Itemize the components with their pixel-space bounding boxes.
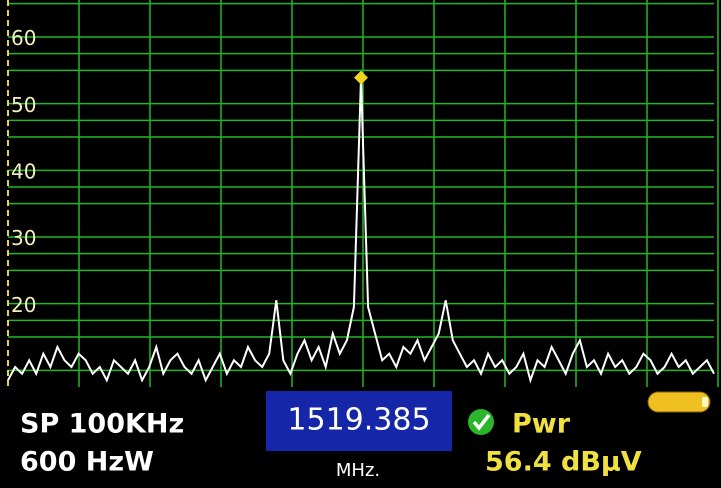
y-tick-label: 60 (11, 26, 36, 50)
y-tick-label: 20 (11, 293, 36, 317)
frequency-unit: MHz. (336, 460, 380, 481)
power-label: Pwr (512, 409, 571, 440)
frequency-box (266, 391, 452, 451)
y-tick-label: 40 (11, 160, 36, 184)
frequency-value: 1519.385 (287, 403, 430, 438)
lock-icon (468, 409, 494, 435)
span-label: SP 100KHz (20, 409, 184, 440)
battery-tip (702, 397, 708, 407)
y-tick-label: 30 (11, 226, 36, 250)
battery-icon (647, 391, 711, 413)
rbw-label: 600 HzW (20, 447, 154, 478)
lock-check (472, 413, 491, 431)
peak-marker (354, 70, 368, 85)
power-value: 56.4 dBµV (485, 447, 642, 478)
y-tick-label: 50 (11, 93, 36, 117)
plot-area (7, 0, 719, 387)
